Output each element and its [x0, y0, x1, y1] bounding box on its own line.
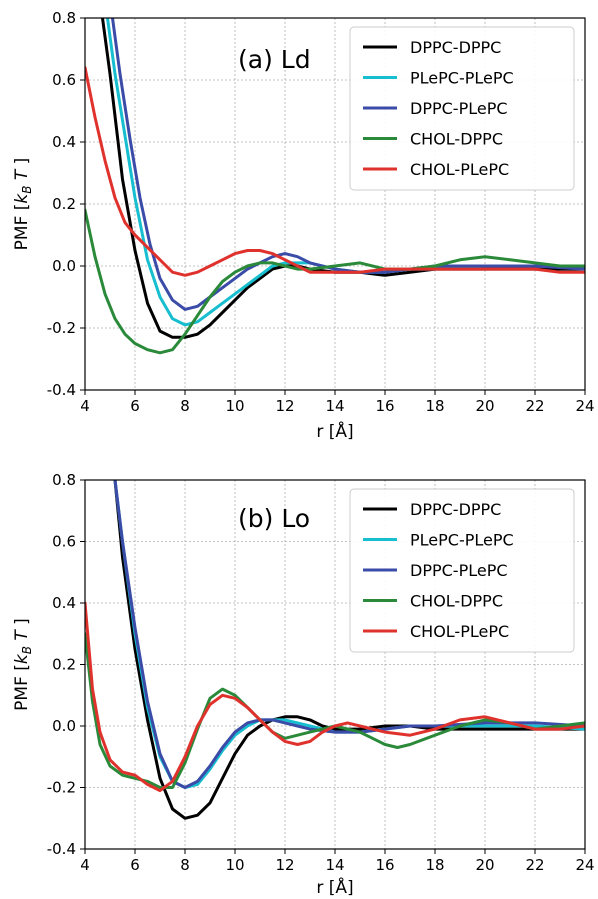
x-tick-label: 8 [180, 397, 190, 415]
x-tick-label: 18 [425, 856, 444, 874]
legend-entry: DPPC-PLePC [410, 561, 508, 580]
series-group [85, 480, 585, 820]
legend-entry: DPPC-DPPC [410, 500, 501, 519]
x-tick-label: 10 [225, 397, 244, 415]
x-tick-label: 16 [375, 856, 394, 874]
y-tick-label: 0.2 [52, 195, 76, 213]
series-group [85, 18, 585, 355]
y-tick-label: 0.4 [52, 594, 76, 612]
y-tick-label: 0.0 [52, 717, 76, 735]
x-tick-label: 18 [425, 397, 444, 415]
x-tick-label: 14 [325, 856, 344, 874]
x-tick-label: 6 [130, 397, 140, 415]
series-line-chol-plepc [85, 66, 585, 277]
x-tick-label: 6 [130, 856, 140, 874]
x-axis-label: r [Å] [316, 876, 353, 898]
panel-a-ld: 4 6 8 10 12 14 16 18 20 22 24 -0.4 -0.2 0.0 0.2 0.4 0.6 0… [12, 9, 595, 442]
y-axis-label: PMF [kB T ] [12, 158, 34, 251]
x-tick-label: 4 [80, 856, 90, 874]
legend-box [349, 488, 575, 653]
y-tick-label: 0.8 [52, 9, 76, 27]
x-tick-label: 24 [575, 397, 594, 415]
y-tick-label: 0.8 [52, 471, 76, 489]
x-tick-label: 22 [525, 397, 544, 415]
x-tick-label: 20 [475, 856, 494, 874]
legend-entry: PLePC-PLePC [410, 69, 514, 88]
y-axis-label: PMF [kB T ] [12, 618, 34, 711]
y-tick-label: 0.6 [52, 71, 76, 89]
legend-entry: CHOL-DPPC [410, 592, 503, 611]
x-tick-label: 24 [575, 856, 594, 874]
x-tick-label: 10 [225, 856, 244, 874]
series-line-chol-plepc [85, 601, 585, 793]
panel-label: (b) Lo [238, 504, 310, 533]
x-tick-label: 8 [180, 856, 190, 874]
y-tick-label: -0.2 [47, 779, 76, 797]
legend-entry: DPPC-PLePC [410, 99, 508, 118]
series-line-chol-dppc [85, 208, 585, 355]
y-tick-label: -0.4 [47, 840, 76, 858]
legend-entry: CHOL-PLePC [410, 160, 509, 179]
y-tick-label: 0.4 [52, 133, 76, 151]
series-line-dppc-plepc [113, 480, 585, 789]
legend-entry: CHOL-DPPC [410, 130, 503, 149]
x-tick-label: 20 [475, 397, 494, 415]
series-line-dppc-dppc [101, 18, 585, 339]
x-tick-label: 14 [325, 397, 344, 415]
x-axis-label: r [Å] [316, 420, 353, 442]
legend-entry: CHOL-PLePC [410, 622, 509, 641]
legend-entry: PLePC-PLePC [410, 531, 514, 550]
panel-label: (a) Ld [238, 45, 311, 74]
y-tick-label: -0.2 [47, 319, 76, 337]
x-tick-label: 12 [275, 856, 294, 874]
x-tick-label: 16 [375, 397, 394, 415]
y-tick-label: 0.2 [52, 656, 76, 674]
x-tick-label: 12 [275, 397, 294, 415]
y-tick-label: -0.4 [47, 381, 76, 399]
legend-entry: DPPC-DPPC [410, 38, 501, 57]
legend-box [349, 26, 575, 191]
panel-b-lo: 4 6 8 10 12 14 16 18 20 22 24 -0.4 -0.2 0.0 0.2 0.4 0.6 0… [12, 471, 595, 898]
y-tick-label: 0.6 [52, 533, 76, 551]
y-tick-label: 0.0 [52, 257, 76, 275]
x-tick-label: 22 [525, 856, 544, 874]
x-tick-label: 4 [80, 397, 90, 415]
